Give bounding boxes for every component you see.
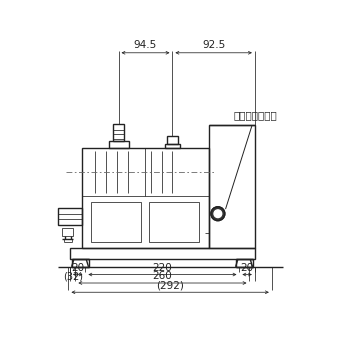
Bar: [91, 202, 141, 242]
Text: (32): (32): [63, 272, 83, 281]
Text: 20: 20: [240, 263, 254, 273]
Text: 94.5: 94.5: [134, 41, 157, 50]
Bar: [165, 144, 180, 148]
Bar: [62, 228, 73, 236]
Text: 20: 20: [71, 263, 84, 273]
Bar: [108, 141, 128, 148]
Circle shape: [214, 210, 222, 218]
Bar: [167, 136, 178, 144]
Bar: [236, 259, 253, 267]
Circle shape: [211, 207, 225, 220]
Bar: [82, 148, 209, 248]
Bar: [209, 125, 255, 248]
Text: 260: 260: [153, 272, 172, 281]
Text: 220: 220: [153, 263, 172, 273]
Text: 92.5: 92.5: [202, 41, 225, 50]
Text: ガスバラスト弁: ガスバラスト弁: [226, 111, 277, 209]
Bar: [70, 248, 255, 259]
Bar: [148, 202, 200, 242]
Bar: [72, 259, 89, 267]
Text: (292): (292): [156, 281, 184, 291]
Bar: [58, 208, 82, 225]
Bar: [113, 124, 124, 141]
